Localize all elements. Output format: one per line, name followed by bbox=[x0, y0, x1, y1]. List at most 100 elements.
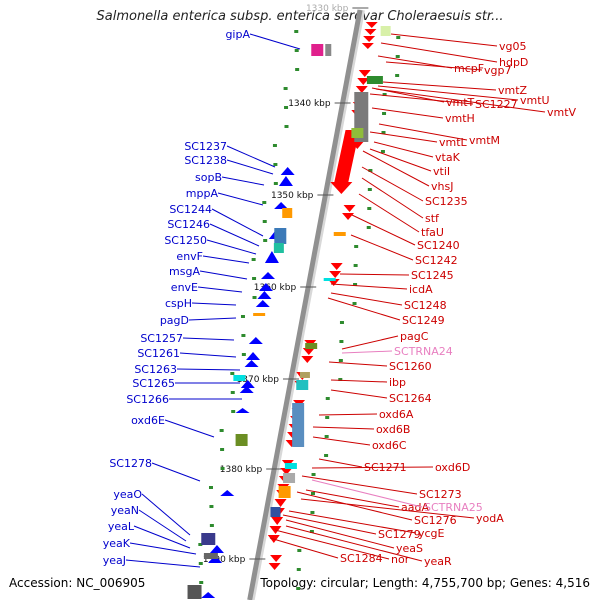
gene-label-yeas[interactable]: yeaS bbox=[396, 542, 423, 555]
gene-label-sc1276[interactable]: SC1276 bbox=[414, 514, 457, 527]
gene-label-sc1266[interactable]: SC1266 bbox=[126, 393, 169, 406]
gene-label-sc1264[interactable]: SC1264 bbox=[389, 392, 432, 405]
feature-box bbox=[273, 243, 284, 253]
minus-strand-gene-arrow bbox=[201, 592, 216, 598]
gene-label-tfau[interactable]: tfaU bbox=[421, 226, 444, 239]
gene-leader-line bbox=[296, 491, 413, 521]
gene-label-csph[interactable]: cspH bbox=[165, 297, 192, 310]
feature-tick bbox=[309, 530, 314, 533]
gene-label-sopb[interactable]: sopB bbox=[195, 171, 222, 184]
gene-label-vgp7[interactable]: vgp7 bbox=[484, 64, 511, 77]
gene-label-vmtl[interactable]: vmtL bbox=[439, 136, 468, 149]
plus-strand-gene-arrow bbox=[357, 78, 370, 85]
feature-box bbox=[270, 507, 281, 517]
gene-label-yeak[interactable]: yeaK bbox=[103, 537, 131, 550]
gene-label-sc1284[interactable]: SC1284 bbox=[340, 552, 383, 565]
gene-label-vg05[interactable]: vg05 bbox=[499, 40, 527, 53]
feature-tick bbox=[209, 524, 214, 527]
gene-label-yeaj[interactable]: yeaJ bbox=[103, 554, 126, 567]
gene-label-sc1279[interactable]: SC1279 bbox=[378, 528, 421, 541]
gene-label-yeao[interactable]: yeaO bbox=[113, 488, 142, 501]
gene-leader-line bbox=[188, 317, 237, 321]
gene-label-sc1257[interactable]: SC1257 bbox=[140, 332, 183, 345]
gene-label-sc1246[interactable]: SC1246 bbox=[167, 218, 210, 231]
gene-label-oxd6b[interactable]: oxd6B bbox=[376, 423, 410, 436]
gene-label-sc1260[interactable]: SC1260 bbox=[389, 360, 432, 373]
gene-label-yoda[interactable]: yodA bbox=[476, 512, 504, 525]
gene-label-envf[interactable]: envF bbox=[176, 250, 203, 263]
gene-leader-line bbox=[330, 292, 403, 306]
gene-label-oxd6e[interactable]: oxd6E bbox=[131, 414, 165, 427]
gene-leader-line bbox=[164, 419, 215, 438]
gene-label-vtak[interactable]: vtaK bbox=[435, 151, 461, 164]
gene-label-vtii[interactable]: vtiI bbox=[433, 165, 450, 178]
gene-label-sc1227[interactable]: SC1227 bbox=[475, 98, 518, 111]
gene-label-sc1240[interactable]: SC1240 bbox=[417, 239, 460, 252]
gene-label-sc1242[interactable]: SC1242 bbox=[415, 254, 458, 267]
gene-label-oxd6d[interactable]: oxd6D bbox=[435, 461, 470, 474]
gene-label-sc1250[interactable]: SC1250 bbox=[164, 234, 207, 247]
gene-label-year[interactable]: yeaR bbox=[424, 555, 452, 568]
gene-label-sctrna24[interactable]: SCTRNA24 bbox=[394, 345, 453, 358]
gene-label-sc1248[interactable]: SC1248 bbox=[404, 299, 447, 312]
gene-label-sc1244[interactable]: SC1244 bbox=[169, 203, 212, 216]
minus-strand-gene-arrow bbox=[220, 490, 235, 496]
gene-label-ycge[interactable]: ycgE bbox=[418, 527, 445, 540]
feature-tick bbox=[294, 30, 299, 33]
gene-label-sc1238[interactable]: SC1238 bbox=[184, 154, 227, 167]
feature-box bbox=[233, 375, 246, 381]
gene-label-oxd6a[interactable]: oxd6A bbox=[379, 408, 414, 421]
gene-label-sc1278[interactable]: SC1278 bbox=[109, 457, 152, 470]
gene-leader-line bbox=[318, 458, 363, 468]
feature-box bbox=[380, 26, 391, 36]
gene-label-ibp[interactable]: ibp bbox=[389, 376, 406, 389]
feature-tick bbox=[339, 340, 344, 343]
gene-label-vmtu[interactable]: vmtU bbox=[520, 94, 550, 107]
feature-tick bbox=[198, 543, 203, 546]
gene-leader-line bbox=[211, 208, 264, 237]
gene-leader-line bbox=[249, 33, 301, 50]
plus-strand-gene-block bbox=[330, 130, 360, 194]
gene-label-sc1261[interactable]: SC1261 bbox=[137, 347, 180, 360]
minus-strand-gene-arrow bbox=[258, 283, 273, 291]
gene-label-sc1245[interactable]: SC1245 bbox=[411, 269, 454, 282]
gene-label-pagd[interactable]: pagD bbox=[160, 314, 189, 327]
gene-label-enve[interactable]: envE bbox=[171, 281, 198, 294]
gene-label-sc1249[interactable]: SC1249 bbox=[402, 314, 445, 327]
gene-label-sc1273[interactable]: SC1273 bbox=[419, 488, 462, 501]
gene-label-yeal[interactable]: yeaL bbox=[108, 520, 135, 533]
gene-label-nor[interactable]: nor bbox=[391, 553, 410, 566]
feature-tick bbox=[381, 131, 386, 134]
gene-label-gipa[interactable]: gipA bbox=[225, 28, 250, 41]
gene-leader-line bbox=[206, 239, 257, 255]
gene-label-sc1263[interactable]: SC1263 bbox=[134, 363, 177, 376]
gene-label-vhsj[interactable]: vhsJ bbox=[431, 180, 453, 193]
gene-leader-line bbox=[350, 234, 414, 261]
minus-strand-gene-arrow bbox=[240, 380, 255, 388]
feature-tick bbox=[220, 467, 225, 470]
gene-label-sc1237[interactable]: SC1237 bbox=[184, 140, 227, 153]
gene-label-vmth[interactable]: vmtH bbox=[445, 112, 475, 125]
gene-label-pagc[interactable]: pagC bbox=[400, 330, 429, 343]
feature-tick bbox=[325, 397, 330, 400]
gene-leader-line bbox=[390, 33, 498, 47]
gene-label-icda[interactable]: icdA bbox=[409, 283, 433, 296]
gene-label-mppa[interactable]: mppA bbox=[186, 187, 219, 200]
gene-label-oxd6c[interactable]: oxd6C bbox=[372, 439, 407, 452]
gene-label-sc1235[interactable]: SC1235 bbox=[425, 195, 468, 208]
gene-label-sctrna25[interactable]: SCTRNA25 bbox=[424, 501, 483, 514]
feature-tick bbox=[263, 239, 268, 242]
gene-label-hdpd[interactable]: hdpD bbox=[499, 56, 528, 69]
gene-label-yean[interactable]: yeaN bbox=[111, 504, 139, 517]
gene-leader-line bbox=[133, 525, 191, 549]
feature-tick bbox=[324, 435, 329, 438]
gene-label-vmtv[interactable]: vmtV bbox=[547, 106, 577, 119]
gene-leader-line bbox=[330, 283, 408, 290]
gene-label-stf[interactable]: stf bbox=[425, 212, 440, 225]
gene-label-sc1265[interactable]: SC1265 bbox=[132, 377, 175, 390]
feature-tick bbox=[297, 549, 302, 552]
gene-label-msga[interactable]: msgA bbox=[169, 265, 200, 278]
gene-label-vmtz[interactable]: vmtZ bbox=[498, 84, 528, 97]
gene-label-vmtm[interactable]: vmtM bbox=[469, 134, 500, 147]
gene-leader-line bbox=[274, 529, 390, 560]
